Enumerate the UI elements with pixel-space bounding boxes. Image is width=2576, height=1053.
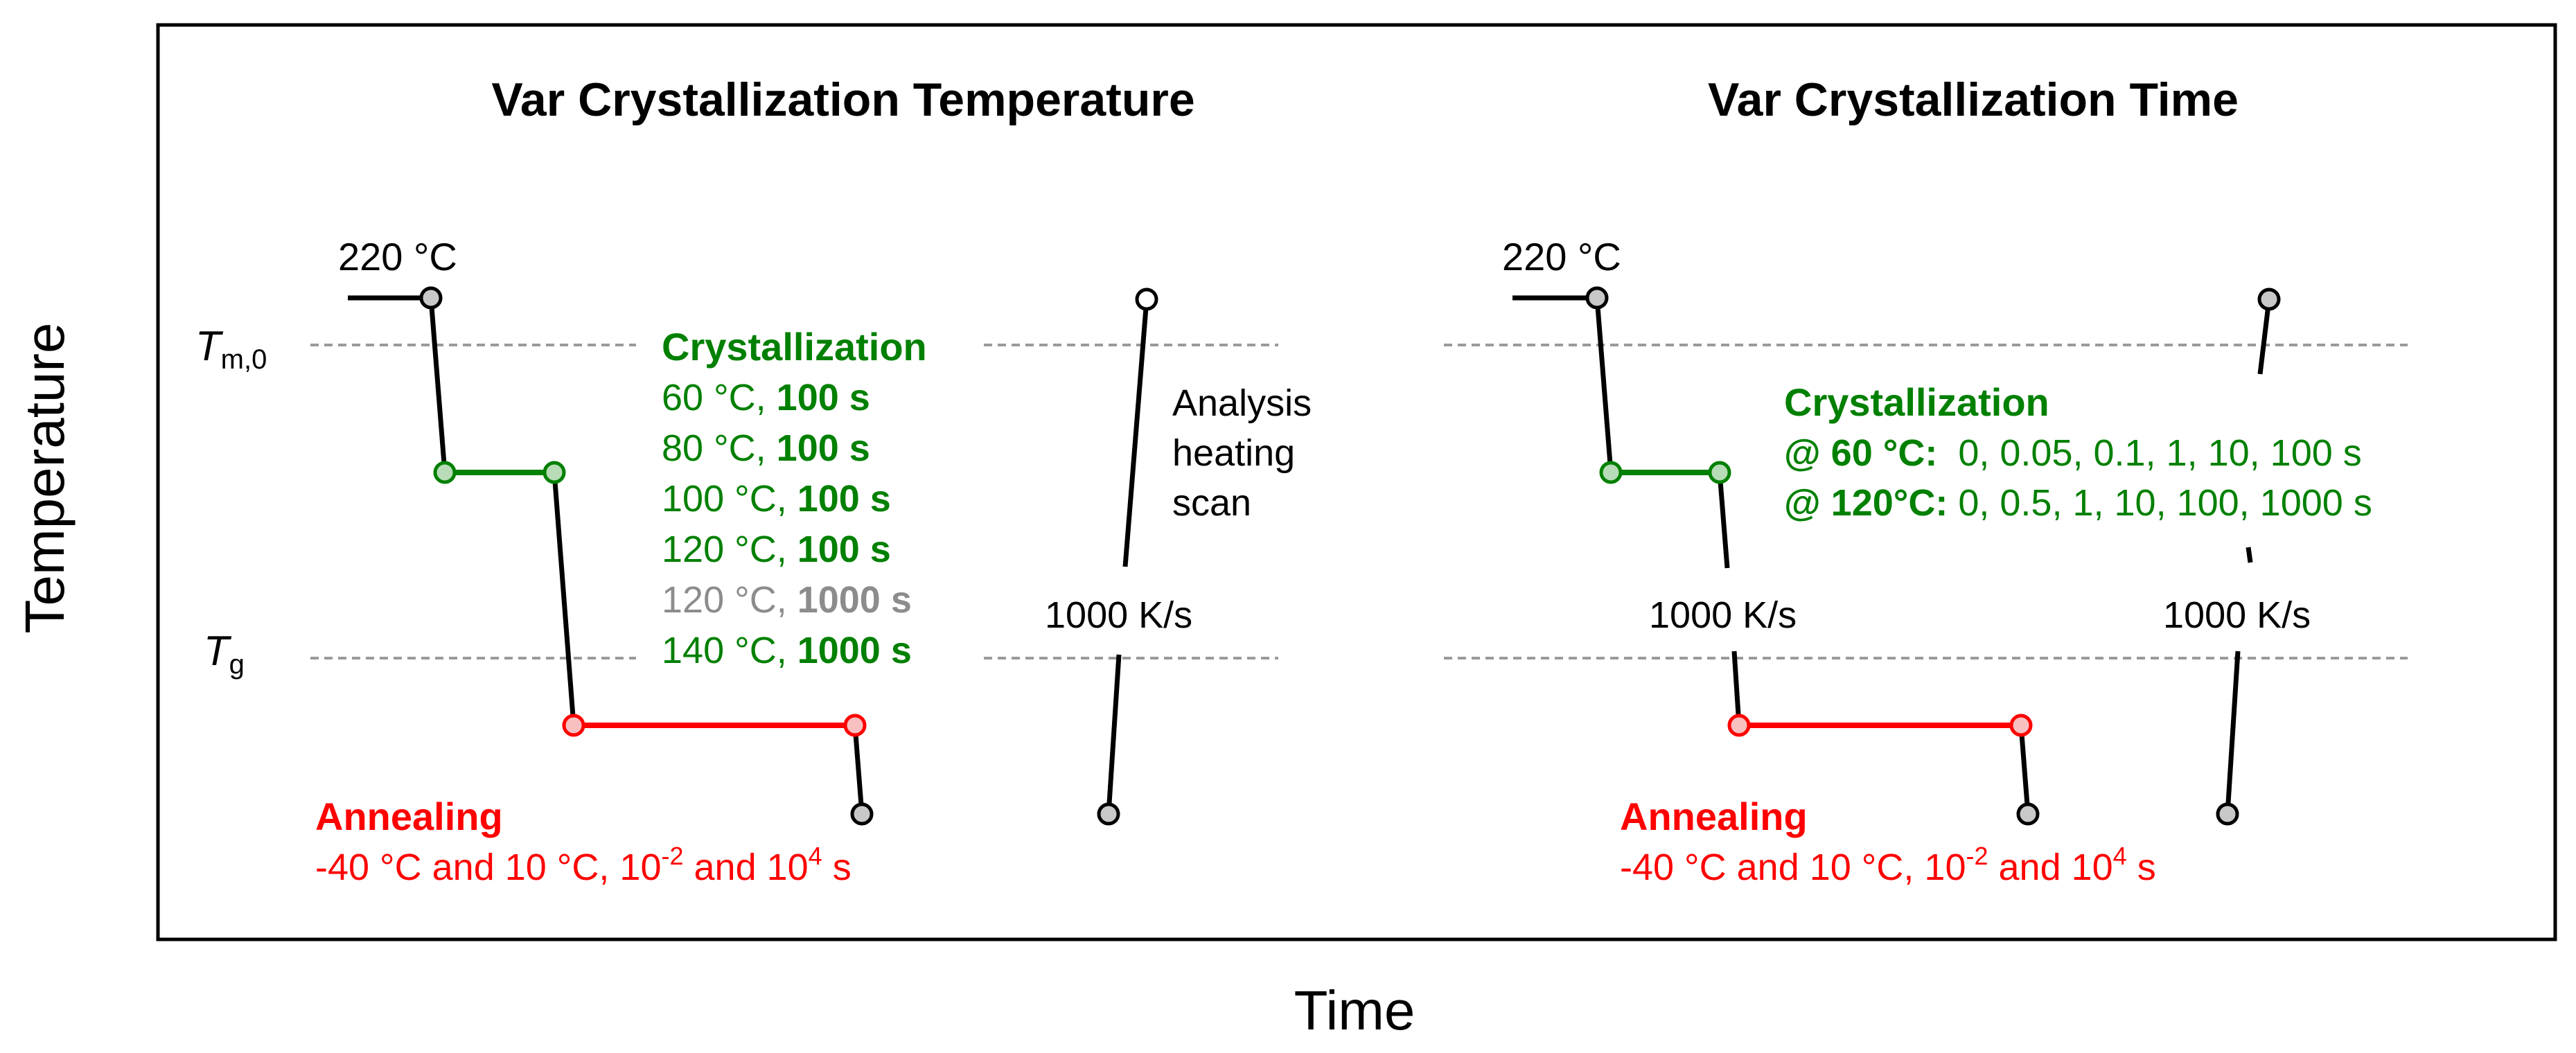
right-quench-end-marker — [2016, 802, 2040, 826]
right-crystallization-line-60: @ 60 °C: 0, 0.05, 0.1, 1, 10, 100 s — [1784, 432, 2362, 474]
right-start-marker — [1585, 286, 1609, 310]
right-annealing-heading: Annealing — [1620, 795, 1808, 838]
right-scan-end-marker — [2257, 287, 2281, 311]
left-crystallization-row: 80 °C, 100 s — [662, 427, 870, 469]
diagram-frame — [156, 23, 2557, 941]
left-heating-scan-lower — [1106, 654, 1122, 815]
right-crystallization-line-120: @ 120°C: 0, 0.5, 1, 10, 100, 1000 s — [1784, 482, 2372, 524]
right-cryst-end-marker — [1708, 461, 1731, 484]
left-heating-scan-upper — [1122, 299, 1149, 567]
left-start-temp: 220 °C — [338, 235, 457, 278]
left-panel-title: Var Crystallization Temperature — [491, 73, 1194, 126]
left-crystallization-row: 60 °C, 100 s — [662, 377, 870, 418]
left-crystallization-row: 120 °C, 1000 s — [662, 579, 912, 621]
right-heating-scan-mid — [2246, 547, 2253, 563]
left-scan-start-marker — [1097, 802, 1120, 826]
left-cryst-end-marker — [542, 461, 566, 484]
right-cryst-start-marker — [1599, 461, 1623, 484]
left-crystallization-row: 140 °C, 1000 s — [662, 630, 912, 671]
tg-label: Tg — [204, 628, 245, 680]
left-quench-end-marker — [850, 802, 874, 826]
right-quench-2-lower — [1731, 651, 1742, 726]
right-rate-label-1: 1000 K/s — [1649, 594, 1797, 636]
right-anneal-end-marker — [2009, 714, 2033, 737]
left-anneal-end-marker — [843, 714, 867, 737]
right-anneal-start-marker — [1727, 714, 1751, 737]
left-quench-3 — [852, 725, 865, 815]
analysis-heating-scan-label: Analysis heating scan — [1172, 382, 1322, 524]
left-quench-1 — [428, 297, 448, 473]
right-rate-label-2: 1000 K/s — [2163, 594, 2311, 636]
right-start-temp: 220 °C — [1502, 235, 1621, 278]
left-crystallization-heading: Crystallization — [662, 325, 927, 369]
x-axis-label: Time — [1294, 980, 1415, 1041]
tm-label: Tm,0 — [195, 323, 267, 375]
right-heating-scan-upper — [2257, 299, 2272, 375]
right-crystallization-heading: Crystallization — [1784, 380, 2049, 424]
right-quench-3 — [2018, 725, 2031, 815]
left-rate-label: 1000 K/s — [1045, 594, 1192, 636]
right-heating-scan-lower — [2225, 651, 2241, 815]
y-axis-label: Temperature — [14, 322, 76, 633]
right-quench-2-upper — [1717, 472, 1730, 569]
left-annealing-heading: Annealing — [315, 795, 503, 838]
right-panel-title: Var Crystallization Time — [1708, 73, 2239, 126]
left-anneal-start-marker — [562, 714, 585, 737]
left-scan-end-marker — [1135, 287, 1158, 311]
left-crystallization-row: 100 °C, 100 s — [662, 478, 891, 520]
right-quench-1 — [1594, 297, 1614, 473]
left-crystallization-list: 60 °C, 100 s 80 °C, 100 s 100 °C, 100 s 120… — [662, 377, 912, 671]
left-quench-2 — [552, 472, 576, 726]
left-start-marker — [419, 286, 443, 310]
right-annealing-conditions: -40 °C and 10 °C, 10-2 and 104 s — [1620, 842, 2156, 888]
left-crystallization-row: 120 °C, 100 s — [662, 529, 891, 570]
left-annealing-conditions: -40 °C and 10 °C, 10-2 and 104 s — [315, 842, 852, 888]
right-scan-start-marker — [2216, 802, 2239, 826]
left-cryst-start-marker — [433, 461, 457, 484]
